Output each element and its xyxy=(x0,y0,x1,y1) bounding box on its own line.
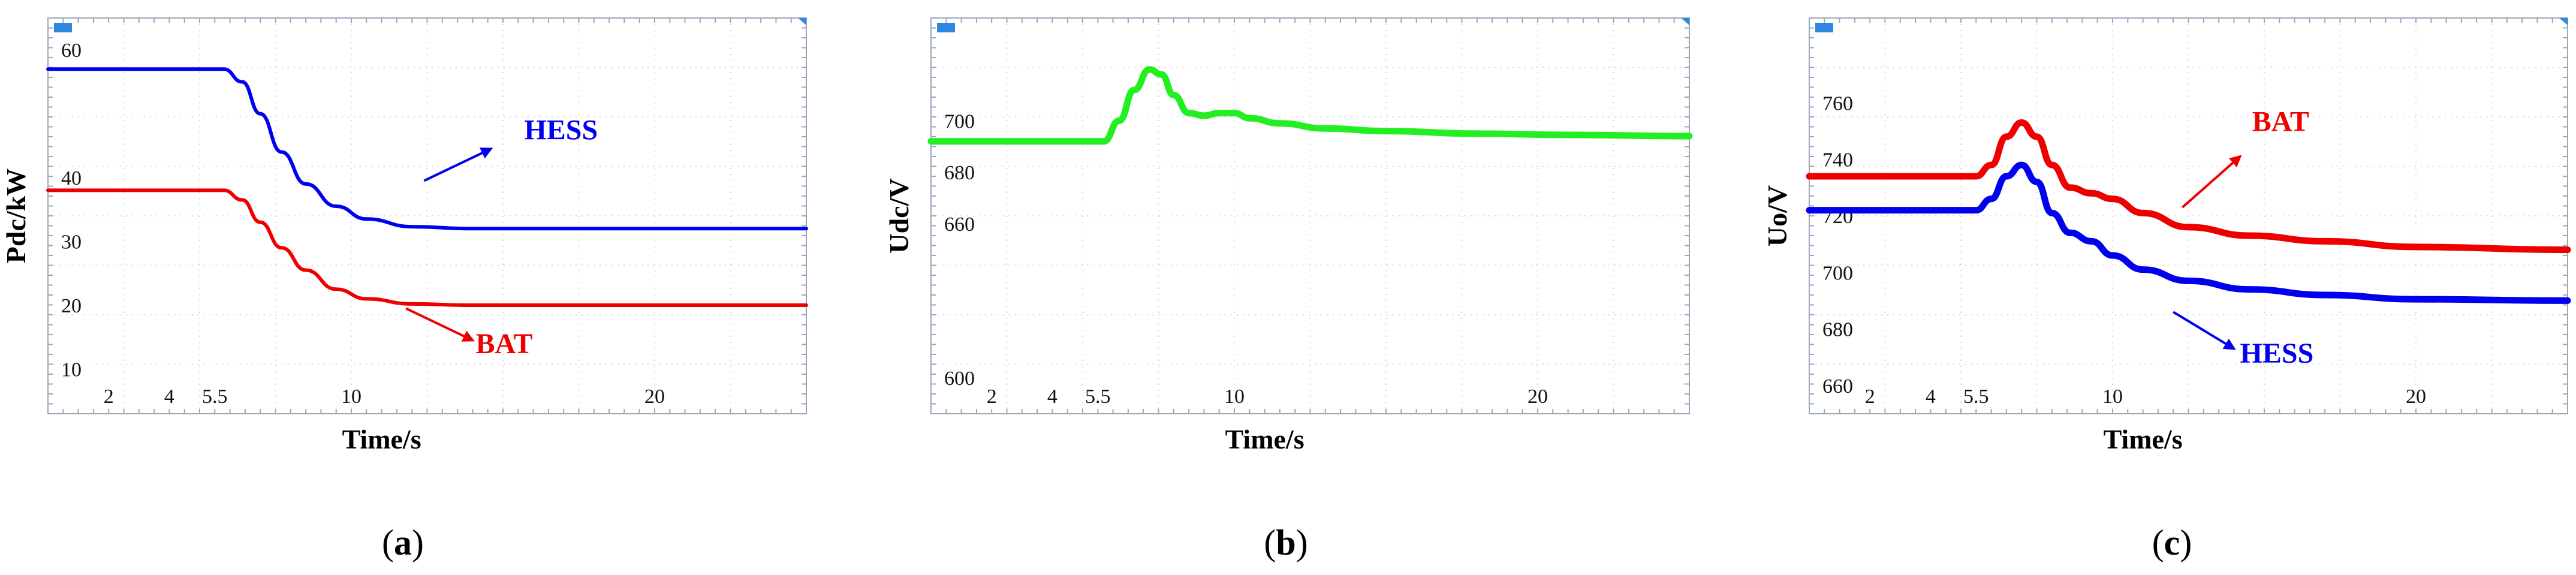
y-axis-label: Udc/V xyxy=(884,178,914,253)
x-tick-label: 20 xyxy=(1527,386,1548,408)
x-tick-label: 2 xyxy=(987,386,997,408)
trigger-marker-icon xyxy=(54,23,72,32)
y-axis-label: Uo/V xyxy=(1762,185,1792,246)
annotation-label: BAT xyxy=(475,328,532,360)
y-tick-label: 680 xyxy=(1822,319,1853,341)
trigger-marker-icon xyxy=(937,23,955,32)
y-tick-label: 660 xyxy=(944,213,975,236)
y-axis-label: Pdc/kW xyxy=(1,168,31,263)
panel-caption: (c) xyxy=(2152,523,2192,562)
y-tick-label: 20 xyxy=(61,295,82,317)
series-line-udc xyxy=(927,66,1693,145)
x-axis-label: Time/s xyxy=(342,424,421,454)
y-tick-label: 700 xyxy=(944,110,975,133)
annotation-arrow xyxy=(423,147,493,182)
x-tick-label: 4 xyxy=(1047,386,1057,408)
annotation-label: BAT xyxy=(2252,106,2309,138)
panel-b: 600 660 680 700 2 4 5.5 10 20 Time/s Udc/V (b) xyxy=(884,17,1693,562)
corner-marker-icon xyxy=(1681,18,1689,25)
annotation-label: HESS xyxy=(2240,338,2314,369)
panel-caption: (a) xyxy=(382,523,424,562)
y-tick-label: 10 xyxy=(61,359,82,381)
annotation-arrow xyxy=(2173,311,2236,350)
annotation-arrow xyxy=(2182,155,2242,209)
corner-marker-icon xyxy=(2559,18,2568,25)
trigger-marker-icon xyxy=(1815,23,1833,32)
x-tick-label: 2 xyxy=(1865,386,1875,408)
annotation-arrow xyxy=(405,307,475,342)
x-tick-label: 5.5 xyxy=(202,386,228,408)
y-tick-label: 680 xyxy=(944,162,975,184)
y-tick-label: 740 xyxy=(1822,149,1853,171)
series-line-hess xyxy=(46,67,808,231)
grid xyxy=(931,18,1689,414)
series-line-hess xyxy=(1806,161,2571,304)
x-tick-label: 5.5 xyxy=(1963,386,1989,408)
x-tick-label: 5.5 xyxy=(1085,386,1111,408)
x-tick-label: 20 xyxy=(644,386,665,408)
y-tick-label: 60 xyxy=(61,40,82,62)
grid xyxy=(1809,18,2568,414)
y-tick-label: 30 xyxy=(61,231,82,254)
x-tick-label: 2 xyxy=(104,386,114,408)
y-tick-label: 700 xyxy=(1822,262,1853,284)
y-tick-label: 660 xyxy=(1822,375,1853,398)
x-tick-label: 20 xyxy=(2406,386,2426,408)
panel-caption: (b) xyxy=(1264,523,1307,562)
x-tick-label: 4 xyxy=(164,386,174,408)
x-axis-label: Time/s xyxy=(2104,424,2183,454)
x-tick-label: 10 xyxy=(2102,386,2123,408)
x-axis-label: Time/s xyxy=(1225,424,1304,454)
series-line-bat xyxy=(1806,119,2571,254)
series-line-bat xyxy=(46,188,808,308)
x-tick-label: 10 xyxy=(1224,386,1245,408)
y-tick-label: 600 xyxy=(944,368,975,390)
grid xyxy=(48,18,806,414)
x-tick-label: 4 xyxy=(1926,386,1936,408)
annotation-label: HESS xyxy=(524,114,598,146)
y-tick-label: 40 xyxy=(61,167,82,189)
corner-marker-icon xyxy=(798,18,806,25)
x-tick-label: 10 xyxy=(341,386,361,408)
panel-a: 10 20 30 40 60 2 4 5.5 10 20 HESS BAT Time/s Pdc/kW (a… xyxy=(1,17,808,562)
y-tick-label: 760 xyxy=(1822,92,1853,115)
